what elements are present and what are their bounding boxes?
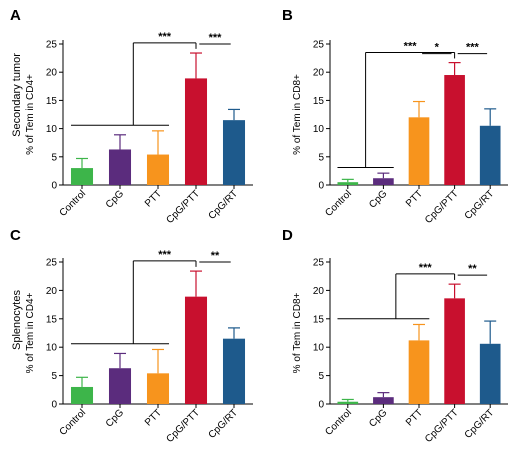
panel-b-bar-ptt — [408, 117, 430, 185]
panel-a-y-tick-label: 15 — [46, 96, 58, 107]
panel-d-label: D — [282, 227, 293, 244]
panel-a-bar-cpg — [108, 149, 132, 185]
panel-d-y-tick-label: 5 — [318, 371, 324, 382]
panel-c-sig-label: *** — [158, 249, 172, 261]
panel-a-bar-cpg-ptt — [184, 78, 208, 185]
panel-b-category-label: CpG/RT — [463, 188, 497, 222]
panel-d-category-label: CpG/PTT — [423, 407, 461, 445]
panel-a-bar-cpg-rt — [222, 120, 246, 185]
panel-c-y-tick-label: 20 — [46, 286, 58, 297]
panel-b-y-tick-label: 25 — [313, 40, 325, 51]
panel-c-y-tick-label: 0 — [51, 400, 57, 411]
panel-d-y-tick-label: 20 — [313, 286, 325, 297]
panel-a-y-tick-label: 10 — [46, 124, 58, 135]
panel-d-y-tick-label: 0 — [318, 400, 324, 411]
panel-c-y-tick-label: 5 — [51, 371, 57, 382]
panel-b-sig-label: *** — [404, 40, 418, 52]
panel-a-bar-control — [70, 168, 94, 185]
panel-a-category-label: CpG/PTT — [164, 188, 202, 226]
row-label-secondary-tumor: Secondary tumor — [11, 53, 23, 137]
panel-d-y-tick-label: 15 — [313, 314, 325, 325]
panel-d-bar-control — [337, 401, 359, 404]
panel-b-category-label: CpG — [367, 188, 389, 210]
panel-d-y-tick-label: 10 — [313, 343, 325, 354]
panel-a-label: A — [10, 7, 21, 24]
panel-d-sig-label: ** — [468, 263, 477, 275]
panel-c-y-axis-label: % of Tem in CD4+ — [25, 293, 36, 374]
panel-d-category-label: CpG/RT — [463, 407, 497, 441]
row-label-splenocytes: Splenocytes — [11, 290, 23, 350]
panel-d-sig-label: *** — [419, 262, 433, 274]
panel-d-category-label: PTT — [404, 407, 425, 428]
panel-c-category-label: CpG/PTT — [164, 407, 202, 445]
panel-c-bar-cpg-ptt — [184, 296, 208, 404]
panel-d-y-axis-label: % of Tem in CD8+ — [292, 293, 303, 374]
panel-a-category-label: CpG/RT — [207, 188, 241, 222]
panel-d-bar-ptt — [408, 340, 430, 404]
panel-b-category-label: CpG/PTT — [423, 188, 461, 226]
panel-a-category-label: CpG — [104, 188, 126, 210]
panel-b-y-axis-label: % of Tem in CD8+ — [292, 74, 303, 155]
panel-b-y-tick-label: 5 — [318, 152, 324, 163]
panel-b-label: B — [282, 7, 293, 24]
panel-a-bar-ptt — [146, 154, 170, 185]
panel-b-y-tick-label: 20 — [313, 68, 325, 79]
panel-c-bar-cpg-rt — [222, 338, 246, 404]
panel-d-category-label: CpG — [367, 407, 389, 429]
panel-d-bar-cpg — [373, 397, 394, 404]
panel-b-y-tick-label: 10 — [313, 124, 325, 135]
panel-a-y-axis-label: % of Tem in CD4+ — [25, 74, 36, 155]
panel-b-sig-label: * — [435, 42, 440, 54]
panel-b-category-label: PTT — [404, 188, 425, 209]
panel-c-category-label: Control — [58, 407, 89, 438]
panel-c-y-tick-label: 15 — [46, 314, 58, 325]
panel-c-category-label: PTT — [143, 407, 164, 428]
panel-c-label: C — [10, 227, 21, 244]
panel-a-y-tick-label: 0 — [51, 181, 57, 192]
panel-a-y-tick-label: 20 — [46, 68, 58, 79]
panel-b-bar-cpg-rt — [479, 125, 501, 185]
panel-d-category-label: Control — [323, 407, 354, 438]
panel-c-y-tick-label: 25 — [46, 258, 58, 269]
panel-a-category-label: Control — [58, 188, 89, 219]
panel-a-sig-label: *** — [158, 31, 172, 43]
panel-b-bar-control — [337, 182, 359, 185]
panel-c-bar-ptt — [146, 373, 170, 404]
panel-a-y-tick-label: 5 — [51, 152, 57, 163]
panel-c-y-tick-label: 10 — [46, 343, 58, 354]
panel-b-sig-label: *** — [466, 42, 480, 54]
panel-b-y-tick-label: 0 — [318, 181, 324, 192]
panel-c-sig-label: ** — [211, 250, 220, 262]
panel-a-y-tick-label: 25 — [46, 40, 58, 51]
panel-c-category-label: CpG/RT — [207, 407, 241, 441]
panel-a-sig-label: *** — [209, 32, 223, 44]
panel-c-category-label: CpG — [104, 407, 126, 429]
panel-a-category-label: PTT — [143, 188, 164, 209]
panel-c-bar-control — [70, 386, 94, 404]
panel-d-bar-cpg-rt — [479, 343, 501, 404]
panel-b-y-tick-label: 15 — [313, 96, 325, 107]
panel-b-bar-cpg — [373, 178, 394, 185]
panel-d-bar-cpg-ptt — [444, 298, 465, 404]
panel-d-y-tick-label: 25 — [313, 258, 325, 269]
panel-c-bar-cpg — [108, 368, 132, 404]
panel-b-category-label: Control — [323, 188, 354, 219]
panel-b-bar-cpg-ptt — [444, 75, 465, 185]
